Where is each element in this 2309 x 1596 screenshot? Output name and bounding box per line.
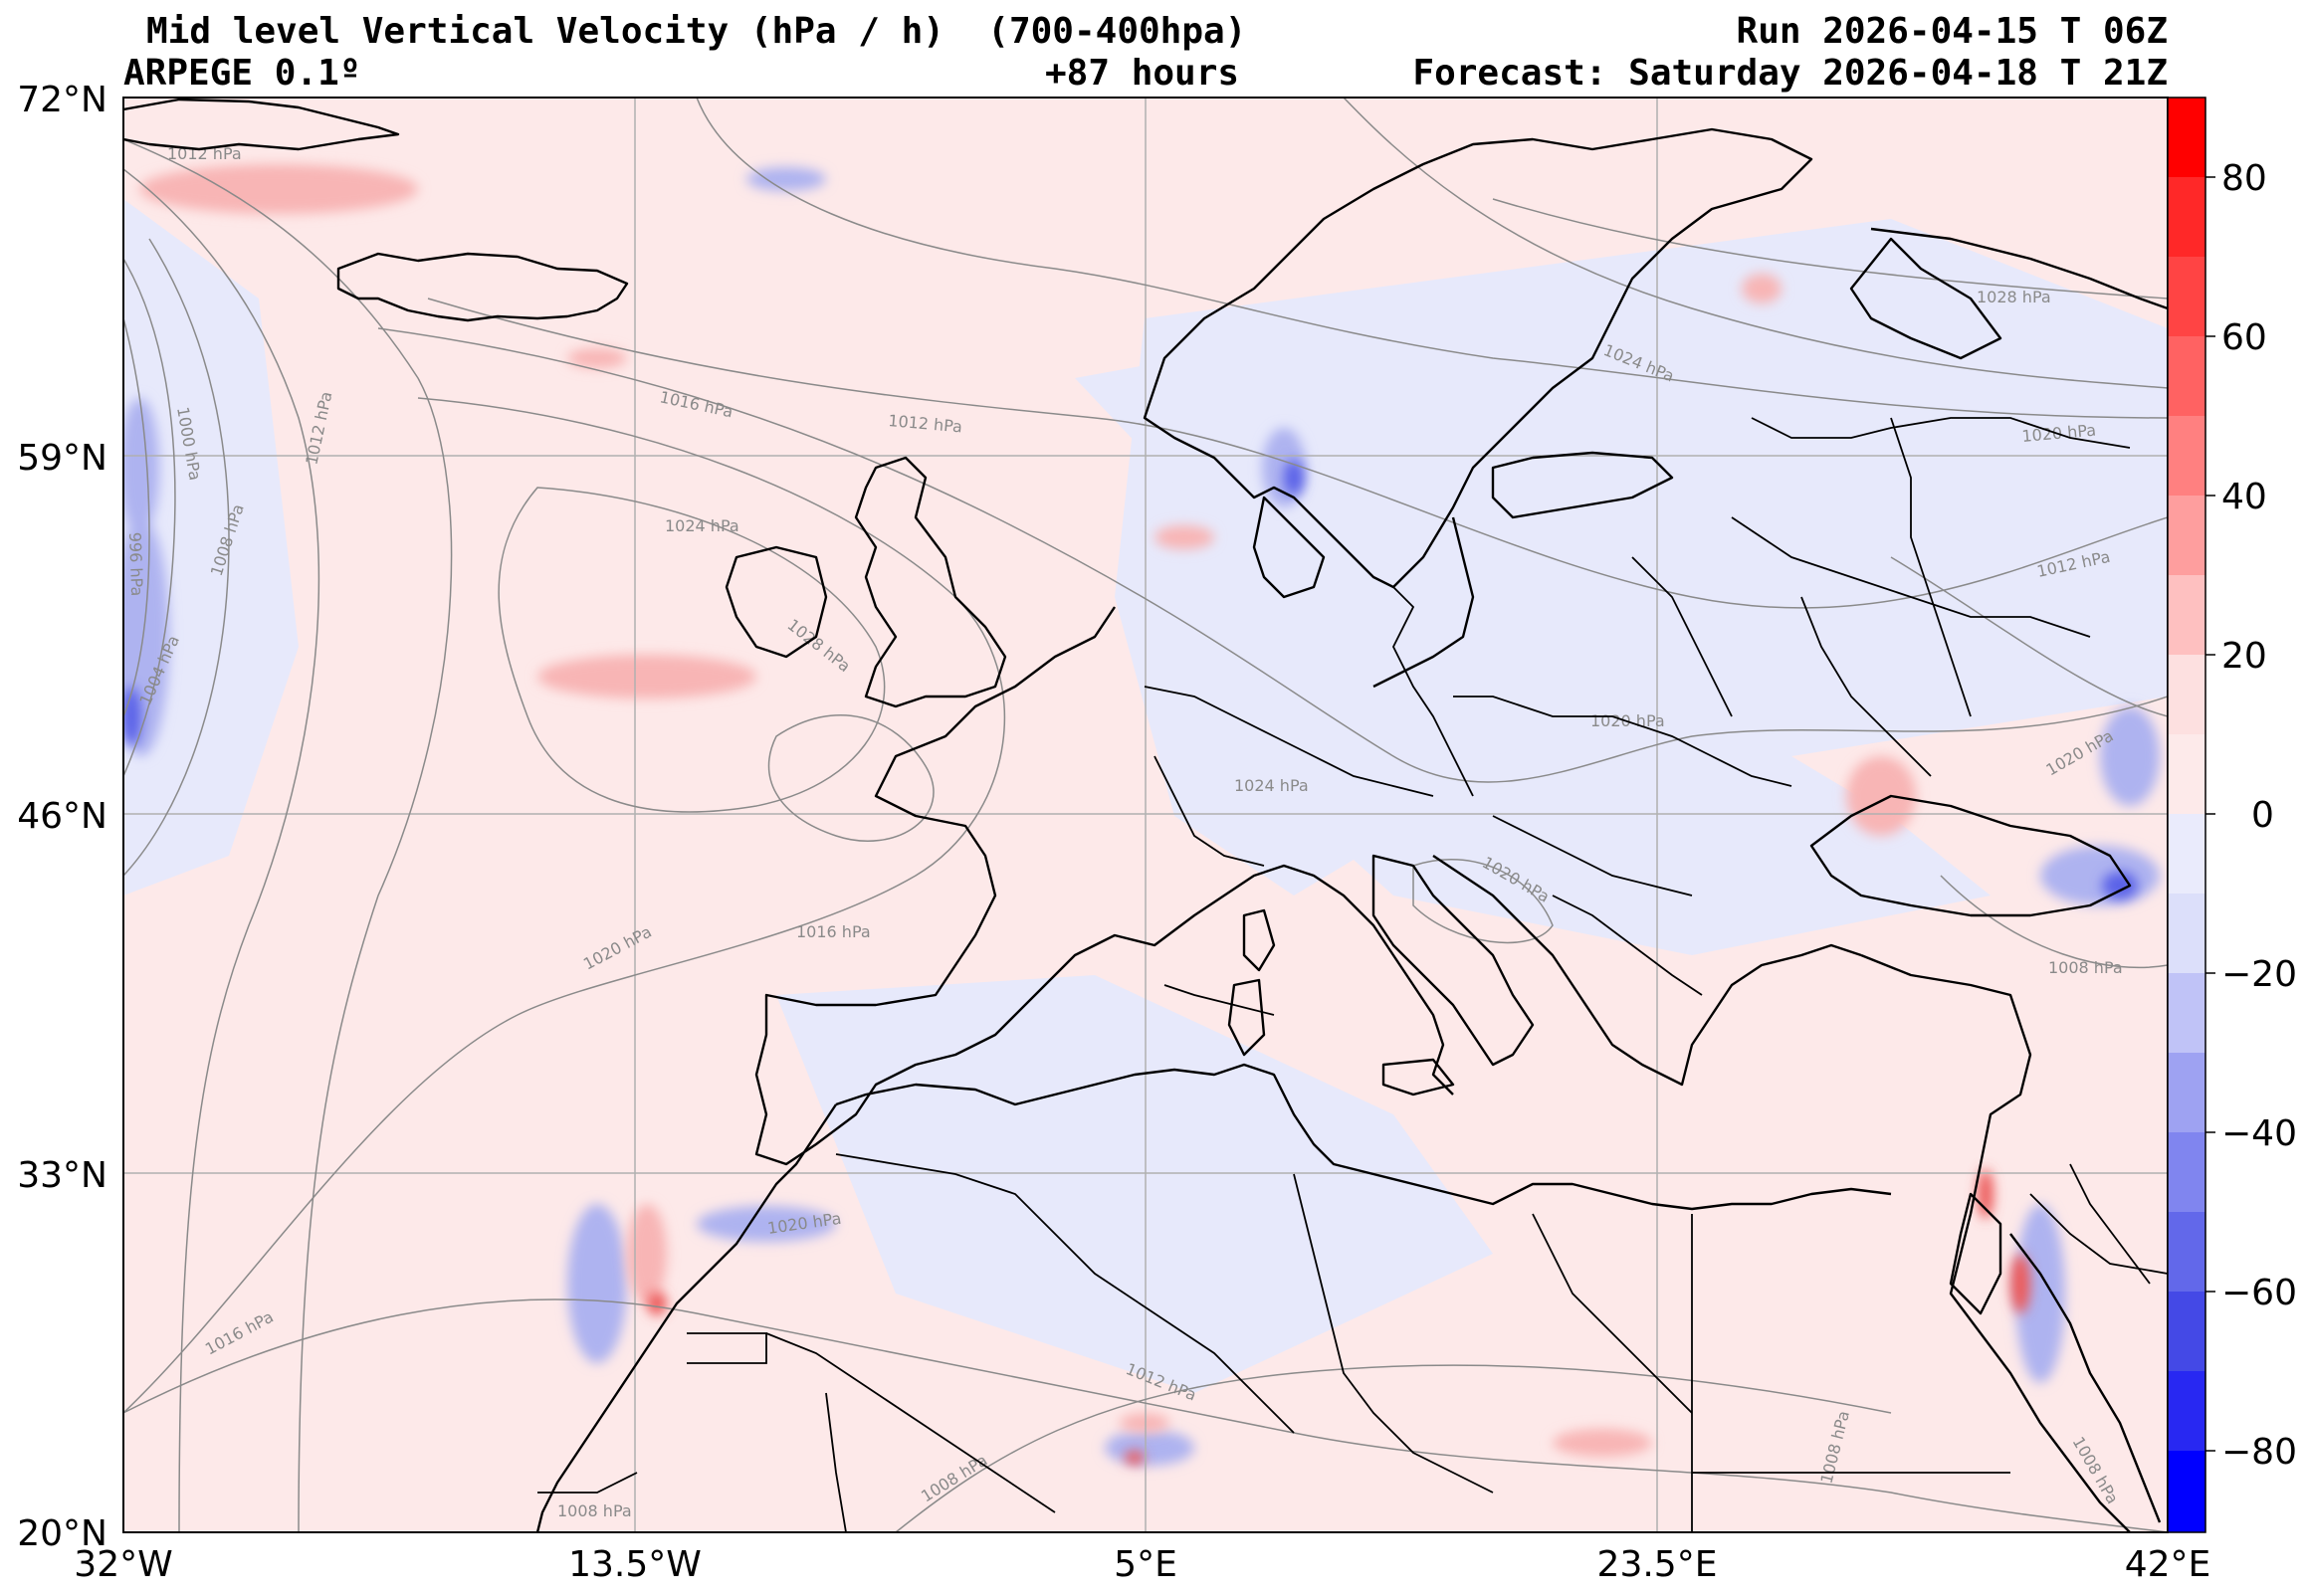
colorbar-tick: 20 [2221, 636, 2267, 677]
colorbar-tick: −60 [2221, 1273, 2297, 1313]
lat-label-33: 33°N [17, 1155, 107, 1196]
coastlines [123, 98, 2168, 1532]
model-label: ARPEGE 0.1º [123, 53, 361, 94]
svg-text:1024 hPa: 1024 hPa [665, 516, 739, 535]
lon-label-32w: 32°W [74, 1544, 172, 1585]
colorbar: 80 60 40 20 0 −20 −40 −60 −80 [2167, 97, 2297, 1533]
longitude-labels: 32°W 13.5°W 5°E 23.5°E 42°E [74, 1544, 2210, 1585]
colorbar-tick: −80 [2221, 1432, 2297, 1473]
lead-time-label: +87 hours [1045, 53, 1240, 94]
lon-label-5e: 5°E [1114, 1544, 1177, 1585]
lon-label-42e: 42°E [2125, 1544, 2211, 1585]
lat-label-72: 72°N [17, 80, 107, 120]
colorbar-tick: 40 [2221, 477, 2267, 517]
lon-label-23e: 23.5°E [1597, 1544, 1718, 1585]
forecast-label: Forecast: Saturday 2026-04-18 T 21Z [1412, 53, 2168, 94]
run-label: Run 2026-04-15 T 06Z [1736, 11, 2168, 52]
colorbar-tick: −20 [2221, 954, 2297, 995]
svg-text:996 hPa: 996 hPa [125, 531, 146, 596]
lat-label-20: 20°N [17, 1513, 107, 1554]
svg-text:1024 hPa: 1024 hPa [1234, 776, 1309, 795]
colorbar-tick: 80 [2221, 158, 2267, 199]
lat-label-59: 59°N [17, 438, 107, 479]
isobar-lines [123, 98, 2168, 1532]
country-borders [537, 417, 2168, 1532]
colorbar-tick: −40 [2221, 1113, 2297, 1154]
svg-text:1028 hPa: 1028 hPa [1977, 288, 2051, 306]
svg-text:1008 hPa: 1008 hPa [2048, 958, 2123, 977]
chart-title: Mid level Vertical Velocity (hPa / h) (7… [146, 11, 1247, 52]
svg-text:1016 hPa: 1016 hPa [796, 922, 871, 941]
vertical-velocity-field: 1012 hPa 1000 hPa 1012 hPa 1016 hPa 1012… [123, 98, 2168, 1532]
latitude-labels: 72°N 59°N 46°N 33°N 20°N [17, 80, 107, 1554]
svg-text:1008 hPa: 1008 hPa [557, 1501, 632, 1520]
lat-label-46: 46°N [17, 796, 107, 837]
colorbar-tick: 60 [2221, 317, 2267, 358]
lon-label-13w: 13.5°W [568, 1544, 702, 1585]
colorbar-tick: 0 [2251, 795, 2274, 836]
